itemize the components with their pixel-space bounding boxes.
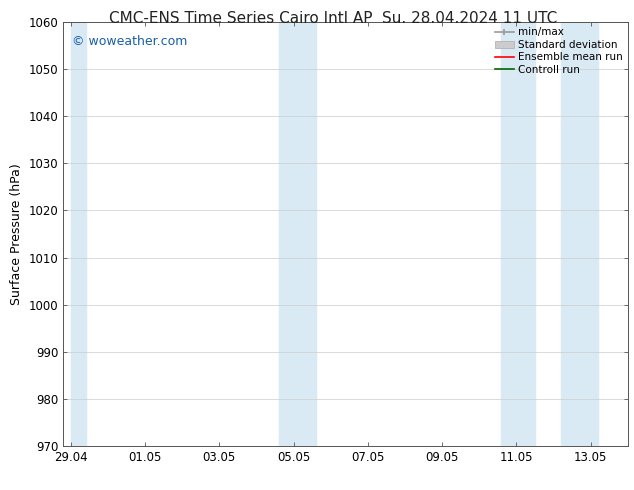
Bar [71,22,86,446]
Text: © woweather.com: © woweather.com [72,35,187,48]
Y-axis label: Surface Pressure (hPa): Surface Pressure (hPa) [10,163,23,305]
Text: Su. 28.04.2024 11 UTC: Su. 28.04.2024 11 UTC [382,11,557,26]
Text: CMC-ENS Time Series Cairo Intl AP: CMC-ENS Time Series Cairo Intl AP [109,11,373,26]
Legend: min/max, Standard deviation, Ensemble mean run, Controll run: min/max, Standard deviation, Ensemble me… [493,25,624,77]
Bar [279,22,316,446]
Bar [501,22,535,446]
Bar [561,22,598,446]
